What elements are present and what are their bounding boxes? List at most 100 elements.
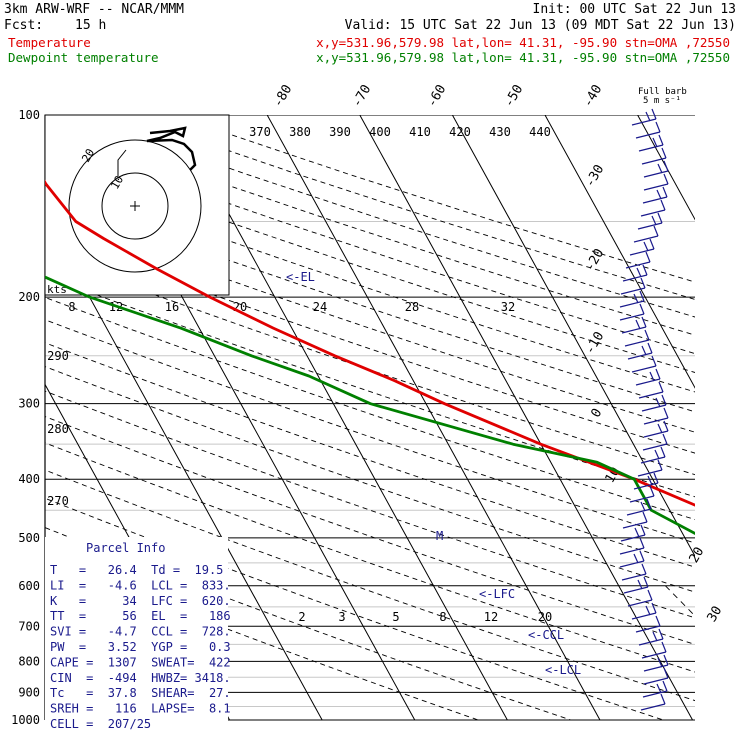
isotherm-label--80: -80: [271, 82, 296, 110]
init-time: Init: 00 UTC Sat 22 Jun 13: [533, 2, 737, 17]
wind-barb-staff: [640, 456, 666, 464]
parcel-info-row: LI = -4.6 LCL = 833.: [50, 578, 231, 592]
dry-adiabat-label-270: 270: [47, 494, 69, 508]
wind-barb-staff: [626, 508, 652, 516]
pressure-label-900: 900: [18, 685, 40, 699]
wind-barb-staff: [640, 703, 666, 711]
wind-barb-flag: [653, 472, 659, 484]
wind-barb-flag: [656, 683, 662, 694]
wind-barb-staff: [619, 313, 645, 321]
temperature-location-info: x,y=531.96,579.98 lat,lon= 41.31, -95.90…: [316, 35, 730, 50]
theta-label-430: 430: [489, 125, 511, 139]
wind-barb-staff: [623, 586, 649, 594]
dry-adiabat-label-280: 280: [47, 422, 69, 436]
wind-barb-flag: [635, 319, 641, 330]
wind-barb-flag: [662, 680, 668, 692]
pressure-label-1000: 1000: [11, 713, 40, 727]
parcel-info-row: K = 34 LFC = 620.: [50, 594, 231, 608]
mixing-ratio-label-8: 8: [439, 610, 446, 624]
theta-label-420: 420: [449, 125, 471, 139]
wind-barb-staff: [619, 547, 645, 555]
parcel-info-row: SVI = -4.7 CCL = 728.: [50, 625, 231, 639]
parcel-info-row: SREH = 116 LAPSE= 8.1: [50, 702, 231, 716]
barb-legend-title: Full barb: [638, 87, 687, 97]
temp-scale-label-16: 16: [165, 300, 179, 314]
wind-barb-flag: [647, 589, 653, 601]
dry-adiabat-300: [45, 366, 695, 593]
dry-adiabat-label-290: 290: [47, 349, 69, 363]
wind-barb-staff: [635, 131, 661, 139]
wind-barb-flag: [654, 449, 660, 460]
temperature-legend: Temperature: [8, 35, 91, 50]
hodograph-unit: kts: [47, 283, 67, 296]
isotherm-label--10: -10: [583, 329, 608, 357]
theta-label-410: 410: [409, 125, 431, 139]
wind-barb-staff: [621, 573, 647, 581]
wind-barb-flag: [653, 225, 659, 237]
wind-barb-staff: [627, 599, 653, 607]
theta-label-380: 380: [289, 125, 311, 139]
wind-barb-flag: [657, 163, 663, 174]
hodograph-ring-label-10: 10: [108, 174, 126, 192]
wind-barb-staff: [643, 170, 669, 178]
temp-scale-label-28: 28: [405, 300, 419, 314]
wind-barb-flag: [660, 693, 666, 705]
dry-adiabat-320: [45, 319, 695, 544]
wind-barb-flag: [655, 121, 661, 133]
wind-barb-flag: [651, 602, 657, 614]
wind-barb-staff: [631, 118, 657, 126]
dry-adiabat-390: [45, 174, 695, 393]
wind-barb-staff: [640, 209, 666, 217]
wind-barb-flag: [651, 108, 657, 120]
wind-barb-flag: [649, 485, 655, 497]
wind-barb-staff: [641, 157, 667, 165]
wind-barb-staff: [631, 612, 657, 620]
wind-barb-flag: [633, 553, 639, 564]
dry-adiabat-450: [172, 115, 695, 283]
wind-barb-flag: [655, 397, 661, 408]
parcel-info-row: PW = 3.52 YGP = 0.3: [50, 640, 231, 654]
wind-barb-flag: [652, 137, 658, 148]
dry-adiabat-310: [45, 342, 695, 568]
wind-barb-flag: [642, 264, 648, 276]
wind-barb-staff: [622, 521, 648, 529]
dry-adiabat-370: [45, 213, 695, 433]
wind-barb-flag: [633, 293, 639, 304]
isotherm--30: [266, 115, 601, 720]
wind-barb-staff: [643, 430, 669, 438]
wind-barb-staff: [621, 326, 647, 334]
freezing-marker: M: [436, 529, 443, 543]
wind-barb-flag: [637, 579, 643, 590]
wind-barb-flag: [661, 394, 667, 406]
pressure-label-700: 700: [18, 619, 40, 633]
mixing-ratio-label-3: 3: [338, 610, 345, 624]
parcel-info-row: CELL = 207/25: [50, 717, 151, 731]
wind-barb-flag: [657, 423, 663, 434]
wind-barb-staff: [620, 287, 646, 295]
wind-barb-flag: [634, 527, 640, 538]
wind-barb-flag: [642, 511, 648, 523]
wind-barb-staff: [638, 144, 664, 152]
wind-barb-flag: [652, 631, 658, 642]
wind-barb-flag: [662, 433, 668, 445]
parcel-info-row: T = 26.4 Td = 19.5: [50, 563, 223, 577]
hodograph-inset: 10 20 kts: [44, 114, 230, 296]
isotherm-label-20: 20: [687, 545, 708, 566]
temperature-profile: [45, 179, 695, 507]
wind-barb-flag: [643, 576, 649, 588]
hodograph-ring-inner: [101, 172, 169, 240]
wind-barb-staff: [641, 404, 667, 412]
wind-barbs: [619, 108, 669, 711]
wind-barb-staff: [627, 352, 653, 360]
wind-barb-flag: [658, 134, 664, 146]
wind-barb-flag: [663, 654, 669, 666]
wind-barb-staff: [643, 664, 669, 672]
wind-barb-staff: [643, 677, 669, 685]
wind-barb-flag: [647, 342, 653, 354]
wind-barb-flag: [639, 550, 645, 562]
pressure-label-100: 100: [18, 108, 40, 122]
temp-scale-label-32: 32: [501, 300, 515, 314]
el-marker: <-EL: [286, 270, 315, 284]
wind-barb-staff: [643, 417, 669, 425]
forecast-hour: 15 h: [75, 18, 106, 33]
